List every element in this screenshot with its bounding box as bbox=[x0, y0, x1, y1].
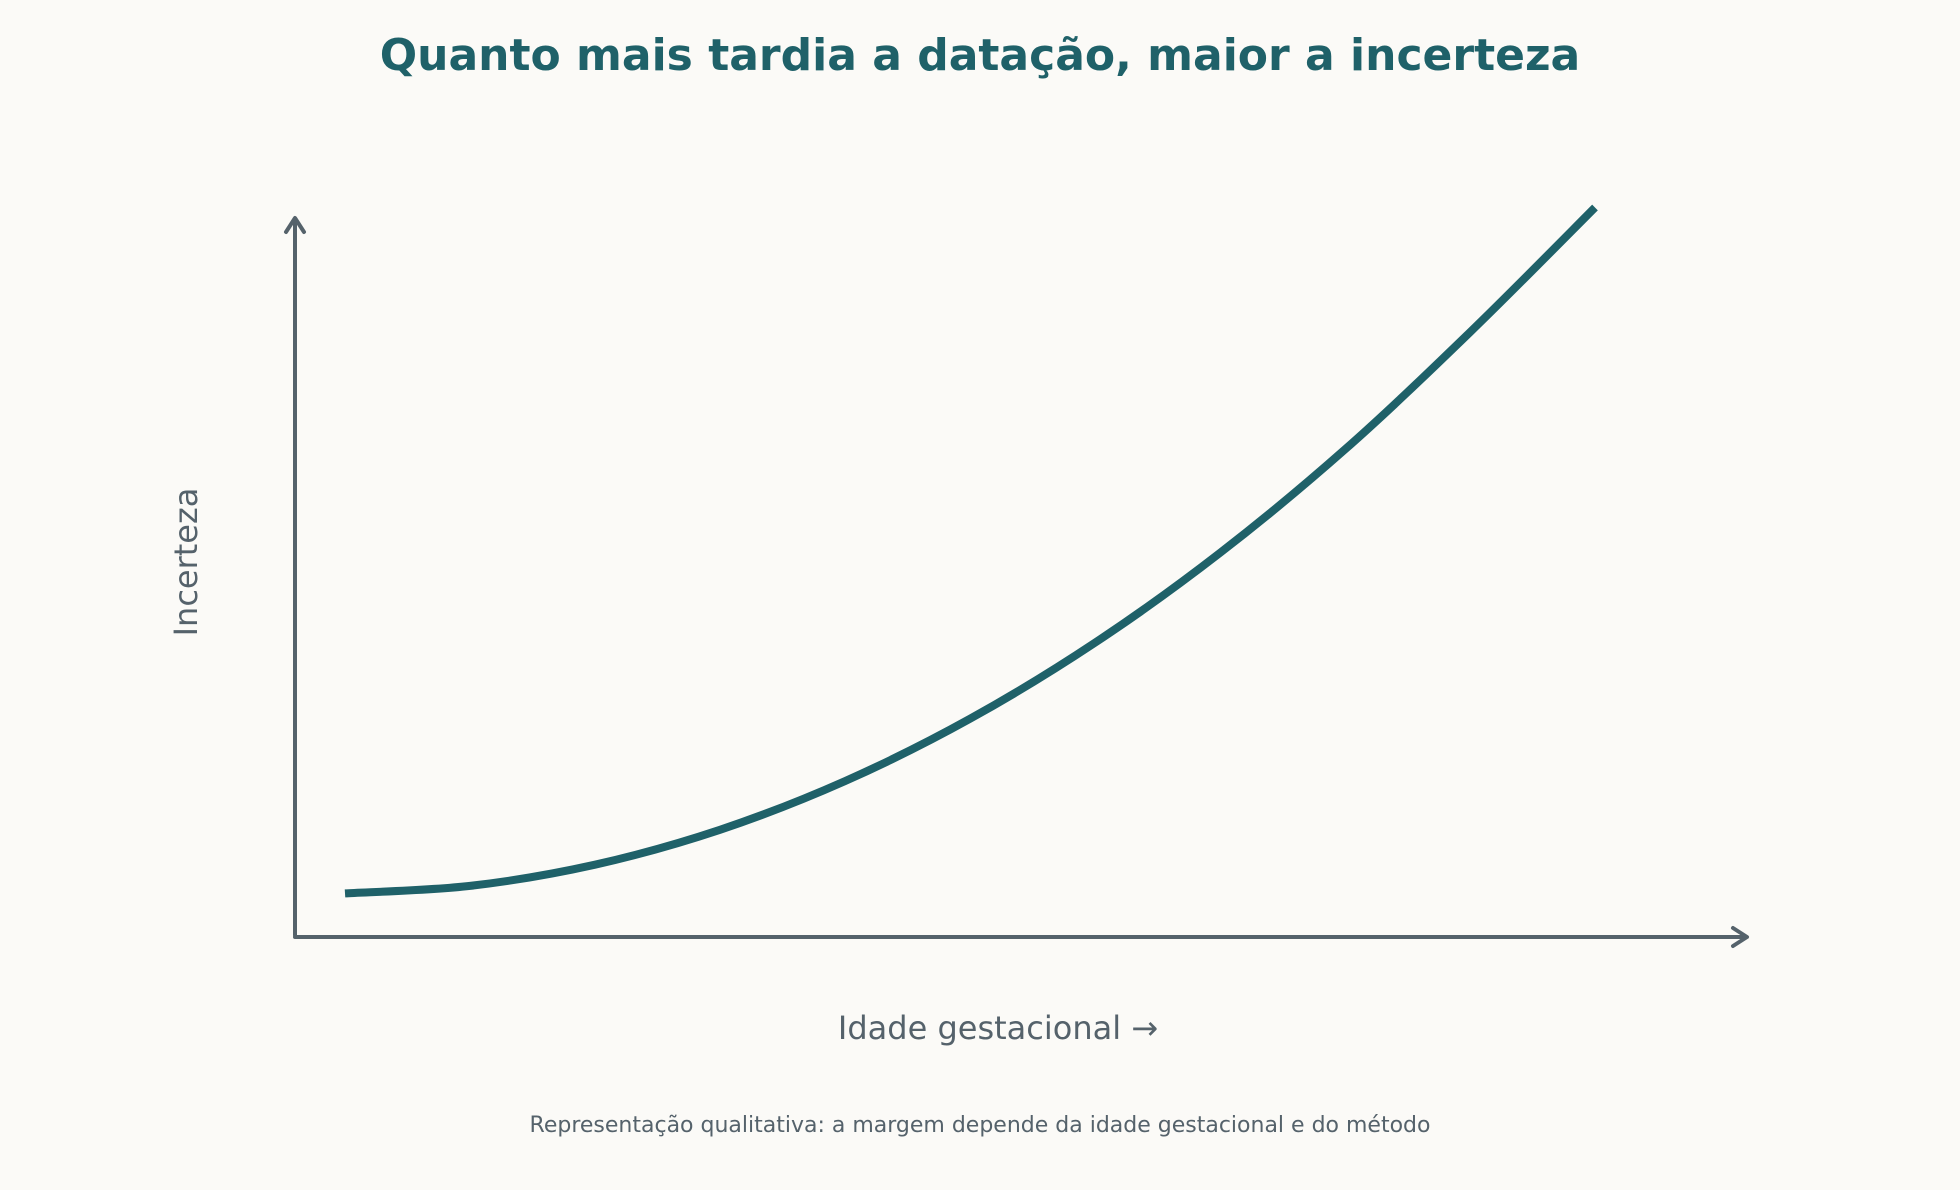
x-axis-label: Idade gestacional → bbox=[838, 1009, 1158, 1047]
series-line-0 bbox=[344, 204, 1598, 898]
series-layer bbox=[344, 204, 1598, 898]
chart-footnote: Representação qualitativa: a margem depe… bbox=[530, 1113, 1431, 1138]
x-axis-arrow-icon bbox=[1731, 926, 1749, 948]
axes bbox=[284, 216, 1749, 948]
chart-title: Quanto mais tardia a datação, maior a in… bbox=[380, 30, 1581, 81]
y-axis-label: Incerteza bbox=[167, 488, 205, 637]
y-axis-arrow-icon bbox=[284, 216, 306, 234]
